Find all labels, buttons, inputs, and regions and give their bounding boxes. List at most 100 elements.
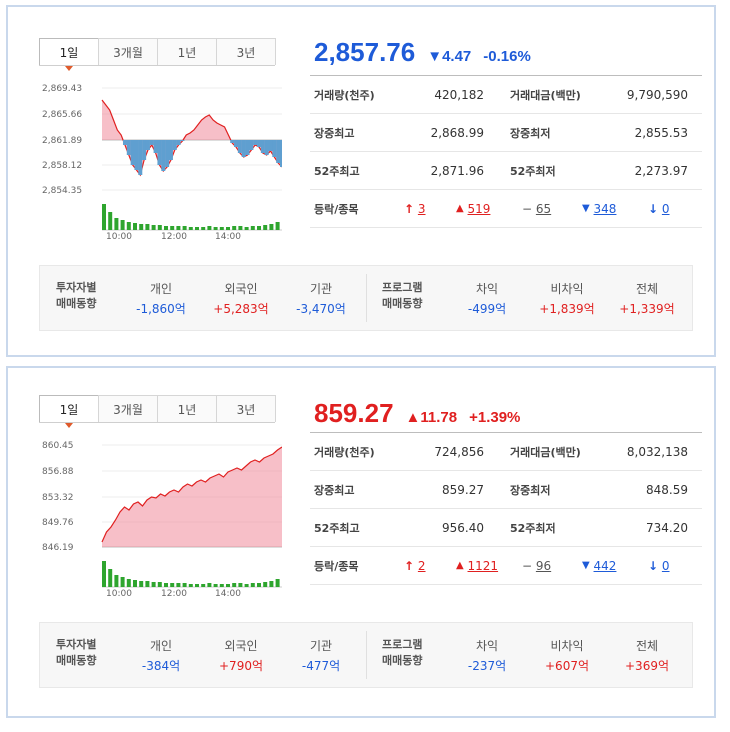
upper-limit-count[interactable]: 2	[417, 558, 426, 573]
unchanged[interactable]: − 96	[522, 559, 582, 573]
volume-bar	[151, 582, 156, 587]
table-row: 52주최고 2,871.96 52주최저 2,273.97	[310, 152, 702, 190]
lower-limit-count[interactable]: 0	[661, 201, 670, 216]
period-tabs: 1일 3개월 1년 3년	[39, 395, 276, 428]
current-price: 2,857.76	[314, 37, 416, 67]
program-trend-label: 프로그램 매매동향	[382, 638, 423, 667]
program-total: 전체 +369억	[625, 639, 669, 673]
volume-bar	[108, 212, 113, 230]
volume-bar	[213, 584, 218, 587]
volume-bar	[275, 579, 280, 587]
falling-count[interactable]: 442	[593, 558, 617, 573]
volume-bar	[182, 226, 187, 230]
intraday-chart-svg: 860.45 856.88 853.32 849.76 846.19 10:00…	[42, 441, 282, 598]
volume-bar	[133, 580, 137, 587]
falling-count[interactable]: 348	[593, 201, 617, 216]
volume-bar	[226, 227, 230, 230]
investor-foreign: 외국인 +5,283억	[213, 282, 269, 316]
y-tick: 849.76	[42, 518, 74, 528]
tab-3year[interactable]: 3년	[216, 395, 276, 422]
volume-bar	[232, 583, 237, 587]
y-tick: 2,858.12	[42, 161, 82, 171]
rising-count[interactable]: 519	[467, 201, 491, 216]
stat-label: 장중최저	[510, 126, 551, 140]
volume-bar	[275, 222, 280, 230]
price-change: ▲11.78	[405, 409, 458, 426]
volume-bar	[257, 583, 261, 587]
volume-bar	[139, 224, 144, 230]
tab-1day[interactable]: 1일	[39, 395, 99, 428]
upper-limit[interactable]: ↑ 3	[404, 202, 456, 216]
investor-foreign: 외국인 +790억	[219, 639, 263, 673]
kosdaq-panel: 1일 3개월 1년 3년 860.45 856.88 853.32 849.76…	[6, 366, 716, 718]
volume-bar	[201, 227, 206, 230]
x-tick: 12:00	[161, 232, 187, 241]
tab-1day[interactable]: 1일	[39, 38, 99, 71]
y-tick: 846.19	[42, 543, 74, 553]
y-tick: 860.45	[42, 441, 74, 451]
rising[interactable]: ▲ 1121	[456, 559, 522, 573]
tab-3month[interactable]: 3개월	[98, 395, 158, 422]
stats-table: 거래량(천주) 724,856 거래대금(백만) 8,032,138 장중최고 …	[310, 432, 702, 585]
volume-bar	[207, 583, 212, 587]
y-tick: 2,869.43	[42, 84, 82, 94]
volume-bar	[257, 226, 261, 230]
program-total: 전체 +1,339억	[619, 282, 675, 316]
rising-count[interactable]: 1121	[467, 558, 499, 573]
unchanged-count[interactable]: 65	[535, 201, 552, 216]
upper-limit-count[interactable]: 3	[417, 201, 426, 216]
volume-bar	[269, 224, 274, 230]
stat-value: 8,032,138	[626, 444, 688, 459]
volume-bar	[120, 577, 125, 587]
stat-value: 956.40	[442, 520, 484, 535]
stat-label: 장중최고	[314, 126, 355, 140]
stat-value: 420,182	[434, 87, 484, 102]
volume-bar	[108, 569, 113, 587]
x-tick: 12:00	[161, 589, 187, 598]
stat-label: 장중최고	[314, 483, 355, 497]
arrow-up-icon: ↑	[404, 558, 415, 573]
stat-label: 거래대금(백만)	[510, 88, 581, 102]
stat-label: 52주최고	[314, 521, 360, 535]
volume-bar	[269, 581, 274, 587]
volume-bar	[238, 226, 243, 230]
stat-value: 2,273.97	[634, 163, 688, 178]
stat-value: 2,855.53	[634, 125, 688, 140]
volume-bar	[170, 226, 175, 230]
volume-bar	[151, 225, 156, 230]
trading-trend-box: 투자자별 매매동향 개인 -1,860억 외국인 +5,283억 기관 -3,470억 …	[39, 265, 693, 331]
y-tick: 2,861.89	[42, 136, 82, 146]
volume-bar	[263, 582, 268, 587]
updown-label: 등락/종목	[314, 559, 359, 573]
volume-bar	[164, 583, 168, 587]
tab-3year[interactable]: 3년	[216, 38, 276, 65]
lower-limit-count[interactable]: 0	[661, 558, 670, 573]
tab-3month[interactable]: 3개월	[98, 38, 158, 65]
unchanged-count[interactable]: 96	[535, 558, 552, 573]
tab-1year[interactable]: 1년	[157, 395, 217, 422]
upper-limit[interactable]: ↑ 2	[404, 559, 456, 573]
triangle-down-icon: ▼	[582, 203, 590, 214]
rising[interactable]: ▲ 519	[456, 202, 522, 216]
investor-institution: 기관 -477억	[301, 639, 341, 673]
volume-bar	[250, 226, 255, 230]
lower-limit[interactable]: ↓ 0	[648, 202, 688, 216]
dash-icon: −	[522, 558, 533, 573]
intraday-chart: 2,869.43 2,865.66 2,861.89 2,858.12 2,85…	[40, 75, 282, 241]
volume-bar	[238, 583, 243, 587]
current-price: 859.27	[314, 398, 394, 428]
investor-trend-label: 투자자별 매매동향	[56, 638, 97, 667]
tab-1year[interactable]: 1년	[157, 38, 217, 65]
unchanged[interactable]: − 65	[522, 202, 582, 216]
table-row: 52주최고 956.40 52주최저 734.20	[310, 509, 702, 547]
volume-bar	[188, 227, 193, 230]
arrow-down-icon: ↓	[648, 558, 659, 573]
stat-label: 52주최고	[314, 164, 360, 178]
x-tick: 10:00	[106, 232, 132, 241]
falling[interactable]: ▼ 348	[582, 202, 648, 216]
x-tick: 14:00	[215, 232, 241, 241]
falling[interactable]: ▼ 442	[582, 559, 648, 573]
stat-label: 52주최저	[510, 521, 556, 535]
lower-limit[interactable]: ↓ 0	[648, 559, 688, 573]
investor-individual: 개인 -1,860억	[136, 282, 186, 316]
